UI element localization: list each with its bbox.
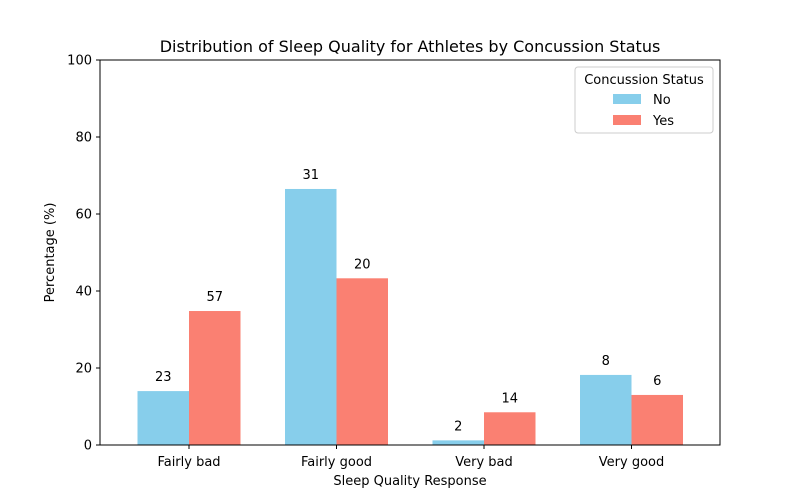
bar-no bbox=[432, 440, 484, 445]
bar-yes bbox=[189, 311, 241, 445]
legend-frame bbox=[574, 66, 714, 134]
data-label: 8 bbox=[602, 354, 610, 369]
data-label: 20 bbox=[354, 257, 371, 272]
x-tick-label: Very good bbox=[599, 455, 664, 470]
legend-swatch-yes bbox=[613, 115, 641, 125]
legend-label-yes: Yes bbox=[652, 114, 674, 129]
y-tick-label: 60 bbox=[75, 208, 92, 223]
bar-no bbox=[285, 188, 337, 445]
y-tick-label: 100 bbox=[67, 54, 92, 69]
data-label: 6 bbox=[653, 374, 661, 389]
x-axis-label: Sleep Quality Response bbox=[333, 474, 486, 489]
x-tick-label: Fairly good bbox=[301, 455, 372, 470]
y-tick-label: 0 bbox=[84, 439, 92, 454]
x-axis: Fairly bad Fairly good Very bad Very good bbox=[157, 445, 664, 470]
legend-swatch-no bbox=[613, 94, 641, 104]
x-tick-label: Fairly bad bbox=[157, 455, 220, 470]
bar-no bbox=[137, 391, 189, 445]
x-tick-label: Very bad bbox=[455, 455, 513, 470]
data-label: 57 bbox=[206, 290, 223, 305]
bar-yes bbox=[484, 412, 536, 445]
bar-series-group bbox=[137, 188, 683, 445]
y-axis: 0 20 40 60 80 100 bbox=[67, 54, 100, 454]
y-axis-label: Percentage (%) bbox=[43, 203, 58, 303]
y-tick-label: 80 bbox=[75, 131, 92, 146]
bar-yes bbox=[336, 278, 388, 445]
data-label-group: 23 31 2 8 57 20 14 6 bbox=[155, 168, 661, 434]
y-tick-label: 40 bbox=[75, 285, 92, 300]
legend-label-no: No bbox=[653, 93, 671, 108]
data-label: 31 bbox=[302, 168, 319, 183]
bar-yes bbox=[631, 394, 683, 445]
legend: Concussion Status No Yes bbox=[574, 66, 714, 134]
legend-title: Concussion Status bbox=[584, 73, 704, 88]
bar-no bbox=[580, 374, 632, 445]
data-label: 2 bbox=[454, 419, 462, 434]
chart-title: Distribution of Sleep Quality for Athlet… bbox=[160, 37, 661, 56]
data-label: 23 bbox=[155, 370, 172, 385]
y-tick-label: 20 bbox=[75, 362, 92, 377]
data-label: 14 bbox=[501, 391, 518, 406]
plot-frame bbox=[99, 59, 721, 446]
